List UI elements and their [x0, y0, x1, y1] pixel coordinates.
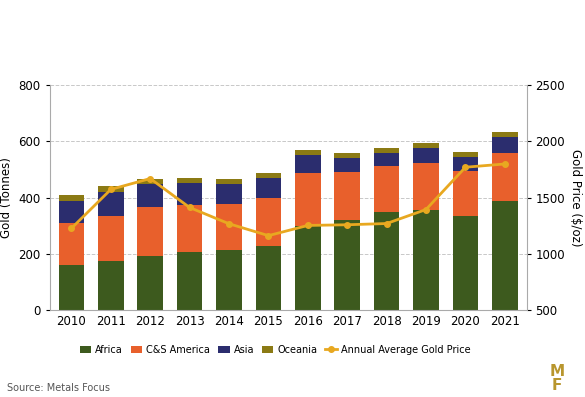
Bar: [177, 252, 202, 310]
Bar: [256, 198, 281, 246]
Bar: [335, 220, 360, 310]
Annual Average Gold Price: [383, 221, 390, 226]
Bar: [58, 195, 84, 201]
Bar: [216, 184, 242, 204]
Bar: [453, 216, 478, 310]
Bar: [295, 225, 321, 310]
Annual Average Gold Price: [147, 176, 154, 181]
Annual Average Gold Price: [422, 207, 429, 212]
Bar: [413, 148, 439, 163]
Bar: [413, 163, 439, 210]
Bar: [453, 172, 478, 216]
Bar: [374, 153, 400, 166]
Annual Average Gold Price: [186, 205, 193, 210]
Bar: [374, 148, 400, 153]
Bar: [216, 250, 242, 310]
Line: Annual Average Gold Price: Annual Average Gold Price: [68, 161, 508, 239]
Annual Average Gold Price: [225, 222, 232, 226]
Bar: [177, 177, 202, 183]
Y-axis label: Gold Price ($/oz): Gold Price ($/oz): [569, 149, 582, 246]
Bar: [177, 204, 202, 252]
Annual Average Gold Price: [265, 233, 272, 238]
Bar: [492, 153, 518, 201]
Bar: [58, 201, 84, 223]
Bar: [137, 256, 163, 310]
Bar: [335, 153, 360, 158]
Legend: Africa, C&S America, Asia, Oceania, Annual Average Gold Price: Africa, C&S America, Asia, Oceania, Annu…: [75, 341, 474, 358]
Bar: [374, 166, 400, 212]
Bar: [335, 158, 360, 172]
Bar: [58, 265, 84, 310]
Bar: [295, 173, 321, 225]
Bar: [374, 212, 400, 310]
Text: Source: Metals Focus: Source: Metals Focus: [7, 383, 110, 393]
Annual Average Gold Price: [344, 222, 351, 227]
Annual Average Gold Price: [501, 162, 508, 166]
Bar: [295, 154, 321, 173]
Annual Average Gold Price: [304, 223, 311, 228]
Bar: [137, 179, 163, 184]
Bar: [453, 152, 478, 158]
Bar: [98, 192, 123, 216]
Bar: [453, 158, 478, 172]
Annual Average Gold Price: [68, 226, 75, 231]
Bar: [177, 183, 202, 204]
Bar: [413, 210, 439, 310]
Bar: [216, 179, 242, 184]
Text: M
F: M F: [549, 364, 565, 393]
Bar: [98, 216, 123, 260]
Bar: [256, 173, 281, 178]
Bar: [137, 184, 163, 207]
Bar: [492, 201, 518, 310]
Bar: [335, 172, 360, 220]
Bar: [58, 223, 84, 265]
Bar: [256, 246, 281, 310]
Annual Average Gold Price: [107, 187, 114, 192]
Text: Artisanal and Small-scale Mining: Artisanal and Small-scale Mining: [49, 26, 536, 52]
Bar: [492, 137, 518, 153]
Annual Average Gold Price: [462, 165, 469, 170]
Bar: [137, 207, 163, 256]
Bar: [98, 186, 123, 192]
Bar: [98, 260, 123, 310]
Bar: [413, 143, 439, 148]
Bar: [256, 178, 281, 198]
Bar: [295, 150, 321, 154]
Bar: [492, 132, 518, 137]
Y-axis label: Gold (Tonnes): Gold (Tonnes): [0, 157, 13, 238]
Bar: [216, 204, 242, 250]
